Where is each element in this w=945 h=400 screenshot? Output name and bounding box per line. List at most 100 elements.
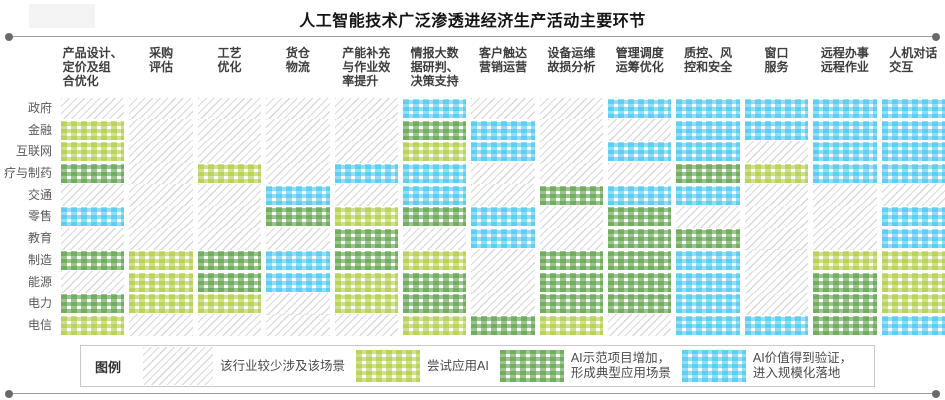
heatmap-cell	[402, 99, 467, 118]
column-header-7: 客户触达 营销运营	[478, 46, 527, 74]
column-header-8: 设备运维 故损分析	[547, 46, 596, 74]
column-header-11: 窗口 服务	[764, 46, 789, 74]
heatmap-cell	[471, 120, 535, 140]
column-header-12: 远程办事 远程作业	[820, 46, 869, 74]
row-label-2: 金融	[27, 122, 52, 137]
heatmap-cell	[266, 272, 330, 292]
heatmap-cell	[676, 142, 740, 162]
heatmap-cell	[744, 140, 809, 163]
heatmap-cell	[402, 207, 467, 227]
heatmap-cell	[129, 272, 193, 292]
heatmap-cell	[197, 206, 262, 228]
column-header-6: 情报大数 据研判、 决策支持	[410, 46, 459, 88]
heatmap-cell	[744, 99, 809, 118]
heatmap-cell	[744, 120, 809, 140]
heatmap-cell	[813, 250, 877, 270]
heatmap-cell	[744, 206, 809, 228]
column-header-10: 质控、风 控和安全	[684, 46, 733, 74]
heatmap-cell	[813, 142, 877, 162]
heatmap-cell	[266, 207, 330, 227]
heatmap-cell	[676, 229, 740, 249]
heatmap-cell	[266, 97, 330, 120]
heatmap-cell	[471, 184, 535, 207]
heatmap-cell	[608, 314, 672, 337]
heatmap-cell	[608, 294, 672, 314]
heatmap-cell	[608, 229, 672, 249]
heatmap-cell	[61, 271, 125, 293]
heatmap-cell	[471, 249, 535, 272]
heatmap-cell	[608, 272, 672, 292]
heatmap-cell	[471, 97, 535, 120]
heatmap-cell	[402, 185, 467, 205]
heatmap-cell	[676, 185, 740, 205]
heatmap-cell	[266, 292, 330, 315]
legend-box: 图例 该行业较少涉及该场景 尝试应用AI AI示范项目增加， 形成典型应用场景 AI价…	[80, 345, 875, 387]
heatmap-cell	[197, 97, 262, 120]
blue-swatch	[681, 350, 746, 382]
heatmap-cell	[129, 97, 193, 120]
heatmap-cell	[676, 164, 740, 184]
heatmap-cell	[471, 229, 535, 249]
heatmap-cell	[61, 164, 125, 184]
heatmap-cell	[608, 99, 672, 118]
heatmap-cell	[266, 185, 330, 205]
column-header-9: 管理调度 运筹优化	[615, 46, 664, 74]
heatmap-cell	[197, 184, 262, 207]
heatmap-cell	[61, 120, 125, 140]
heatmap-cell	[813, 294, 877, 314]
heatmap-cell	[813, 184, 877, 207]
heatmap-cell	[129, 206, 193, 228]
heatmap-cell	[471, 315, 535, 335]
yellow-green-swatch	[356, 350, 421, 382]
heatmap-cell	[813, 164, 877, 184]
legend-item-text: AI示范项目增加， 形成典型应用场景	[570, 351, 671, 380]
heatmap-cell	[471, 292, 535, 315]
heatmap-cell	[539, 119, 604, 142]
heatmap-cell	[744, 164, 809, 184]
heatmap-cell	[266, 162, 330, 185]
legend-item-text: 该行业较少涉及该场景	[220, 358, 346, 373]
column-header-5: 产能补充 与作业效 率提升	[342, 46, 391, 88]
divider-left-dot	[5, 32, 13, 41]
heatmap-cell	[61, 250, 125, 270]
heatmap-cell	[676, 272, 740, 292]
heatmap-cell	[266, 314, 330, 337]
heatmap-cell	[881, 294, 945, 314]
heatmap-cell	[676, 294, 740, 314]
heatmap-cell	[334, 314, 398, 337]
column-header-13: 人机对话 交互	[889, 46, 938, 74]
heatmap-cell	[334, 97, 398, 120]
heatmap-cell	[539, 294, 604, 314]
heatmap-cell	[539, 272, 604, 292]
legend-item-1: 该行业较少涉及该场景	[143, 347, 346, 385]
heatmap-cell	[676, 315, 740, 335]
heatmap-cell	[61, 294, 125, 314]
heatmap-cell	[197, 250, 262, 270]
heatmap-cell	[129, 119, 193, 142]
heatmap-cell	[129, 184, 193, 207]
heatmap-cell	[402, 142, 467, 162]
heatmap-cell	[608, 250, 672, 270]
heatmap-cell	[539, 250, 604, 270]
heatmap-cell	[471, 271, 535, 293]
heatmap-cell	[129, 140, 193, 163]
heatmap-cell	[197, 272, 262, 292]
heatmap-cell	[676, 99, 740, 118]
heatmap-cell	[539, 227, 604, 250]
watermark-block	[29, 4, 95, 28]
row-label-5: 交通	[27, 187, 52, 202]
top-divider	[5, 32, 940, 41]
heatmap-cell	[334, 140, 398, 163]
heatmap-cell	[129, 314, 193, 337]
heatmap-cell	[539, 140, 604, 163]
column-header-3: 工艺 优化	[217, 46, 242, 74]
row-label-1: 政府	[27, 101, 52, 115]
heatmap-cell	[813, 120, 877, 140]
heatmap-cell	[61, 315, 125, 335]
divider-right-dot	[932, 389, 940, 398]
heatmap-cell	[129, 162, 193, 185]
heatmap-cell	[676, 206, 740, 228]
heatmap-cell	[881, 250, 945, 270]
heatmap-cell	[402, 120, 467, 140]
